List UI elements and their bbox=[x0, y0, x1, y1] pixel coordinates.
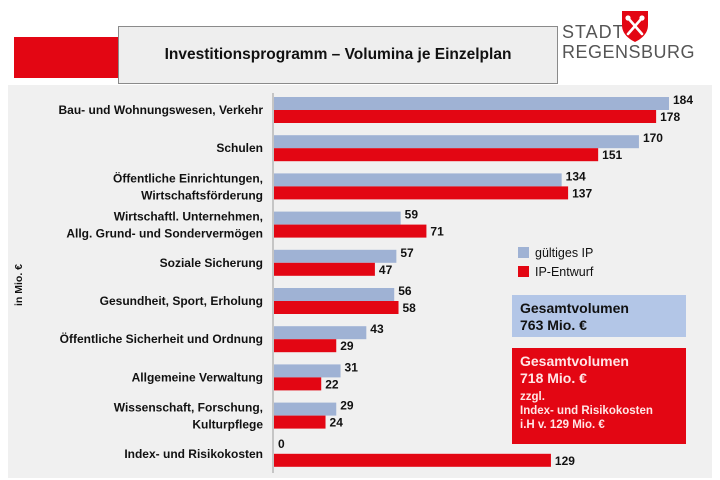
bar-gueltiges-ip bbox=[274, 135, 639, 149]
bar-value-label: 57 bbox=[400, 246, 414, 260]
bar-value-label: 47 bbox=[379, 263, 393, 277]
bar-ip-entwurf bbox=[274, 186, 569, 200]
bar-value-label: 24 bbox=[330, 416, 344, 430]
chart-panel: in Mio. € Bau- und Wohnungswesen, Verkehr… bbox=[8, 85, 712, 478]
total-draft-label: Gesamtvolumen bbox=[520, 353, 629, 369]
bar-value-label: 178 bbox=[660, 110, 680, 124]
bar-value-label: 59 bbox=[405, 208, 419, 222]
legend-item-gueltiges-ip: gültiges IP bbox=[518, 246, 593, 260]
page-title-text: Investitionsprogramm – Volumina je Einze… bbox=[164, 46, 512, 63]
category-label: Kulturpflege bbox=[192, 418, 263, 432]
bar-value-label: 43 bbox=[370, 322, 384, 336]
legend-swatch-red bbox=[518, 266, 529, 277]
category-label: Öffentliche Einrichtungen, bbox=[113, 170, 263, 185]
bar-value-label: 134 bbox=[566, 169, 586, 183]
city-logo: STADT REGENSBURG bbox=[561, 11, 711, 72]
bar-value-label: 170 bbox=[643, 131, 663, 145]
total-draft-note-category: Index- und Risikokosten bbox=[520, 405, 653, 417]
page-title: Investitionsprogramm – Volumina je Einze… bbox=[118, 26, 558, 84]
y-axis-title: in Mio. € bbox=[13, 264, 25, 306]
bar-gueltiges-ip bbox=[274, 326, 367, 340]
bar-value-label: 58 bbox=[403, 301, 417, 315]
bar-ip-entwurf bbox=[274, 148, 599, 162]
bar-ip-entwurf bbox=[274, 262, 375, 276]
bar-gueltiges-ip bbox=[274, 288, 395, 301]
category-label: Wirtschaftsförderung bbox=[141, 188, 263, 202]
total-current-label: Gesamtvolumen bbox=[520, 300, 629, 316]
category-label: Bau- und Wohnungswesen, Verkehr bbox=[59, 103, 264, 117]
total-draft-note-amount: i.H v. 129 Mio. € bbox=[520, 419, 605, 431]
bar-value-label: 137 bbox=[572, 186, 592, 200]
category-label: Gesundheit, Sport, Erholung bbox=[100, 294, 263, 308]
category-label: Soziale Sicherung bbox=[160, 256, 263, 270]
bar-gueltiges-ip bbox=[274, 173, 562, 187]
bar-ip-entwurf bbox=[274, 224, 427, 238]
category-label: Wissenschaft, Forschung, bbox=[114, 401, 263, 415]
total-draft-value: 718 Mio. € bbox=[520, 370, 587, 386]
bar-value-label: 184 bbox=[673, 93, 693, 107]
logo-text-line1: STADT bbox=[562, 22, 625, 42]
bar-value-label: 151 bbox=[602, 148, 622, 162]
bar-ip-entwurf bbox=[274, 301, 399, 314]
bar-value-label: 71 bbox=[430, 225, 444, 239]
bar-chart: in Mio. € Bau- und Wohnungswesen, Verkehr… bbox=[13, 93, 693, 473]
category-label: Allgemeine Verwaltung bbox=[132, 370, 263, 384]
bar-value-label: 29 bbox=[340, 339, 354, 353]
total-draft-note: zzgl. bbox=[520, 391, 545, 403]
legend-swatch-blue bbox=[518, 247, 529, 258]
logo-text-line2: REGENSBURG bbox=[562, 42, 696, 62]
total-current-value: 763 Mio. € bbox=[520, 317, 587, 333]
total-volume-draft: Gesamtvolumen 718 Mio. € zzgl. Index- un… bbox=[512, 348, 686, 444]
bar-ip-entwurf bbox=[274, 453, 551, 467]
bar-gueltiges-ip bbox=[274, 97, 669, 110]
bar-value-label: 22 bbox=[325, 377, 339, 391]
bar-ip-entwurf bbox=[274, 110, 657, 123]
bar-value-label: 0 bbox=[278, 437, 285, 451]
total-volume-current: Gesamtvolumen 763 Mio. € bbox=[512, 295, 686, 337]
legend-item-ip-entwurf: IP-Entwurf bbox=[518, 265, 593, 279]
category-label: Öffentliche Sicherheit und Ordnung bbox=[60, 331, 263, 346]
bar-value-label: 129 bbox=[555, 454, 575, 468]
bar-gueltiges-ip bbox=[274, 364, 341, 378]
legend-label-ip-entwurf: IP-Entwurf bbox=[535, 265, 594, 279]
bar-gueltiges-ip bbox=[274, 249, 397, 263]
category-label: Index- und Risikokosten bbox=[124, 447, 263, 461]
category-label: Schulen bbox=[216, 141, 263, 155]
bar-value-label: 31 bbox=[345, 360, 359, 374]
coat-of-arms-icon bbox=[622, 11, 648, 42]
bar-ip-entwurf bbox=[274, 415, 326, 429]
category-label: Allg. Grund- und Sondervermögen bbox=[66, 227, 263, 241]
header-accent-bar bbox=[14, 37, 118, 78]
category-label: Wirtschaftl. Unternehmen, bbox=[114, 210, 263, 224]
legend-label-gueltiges-ip: gültiges IP bbox=[535, 246, 594, 260]
bar-gueltiges-ip bbox=[274, 211, 401, 225]
bar-value-label: 29 bbox=[340, 399, 354, 413]
bar-value-label: 56 bbox=[398, 284, 412, 298]
bar-ip-entwurf bbox=[274, 339, 337, 353]
bar-ip-entwurf bbox=[274, 377, 322, 391]
bar-gueltiges-ip bbox=[274, 402, 337, 416]
